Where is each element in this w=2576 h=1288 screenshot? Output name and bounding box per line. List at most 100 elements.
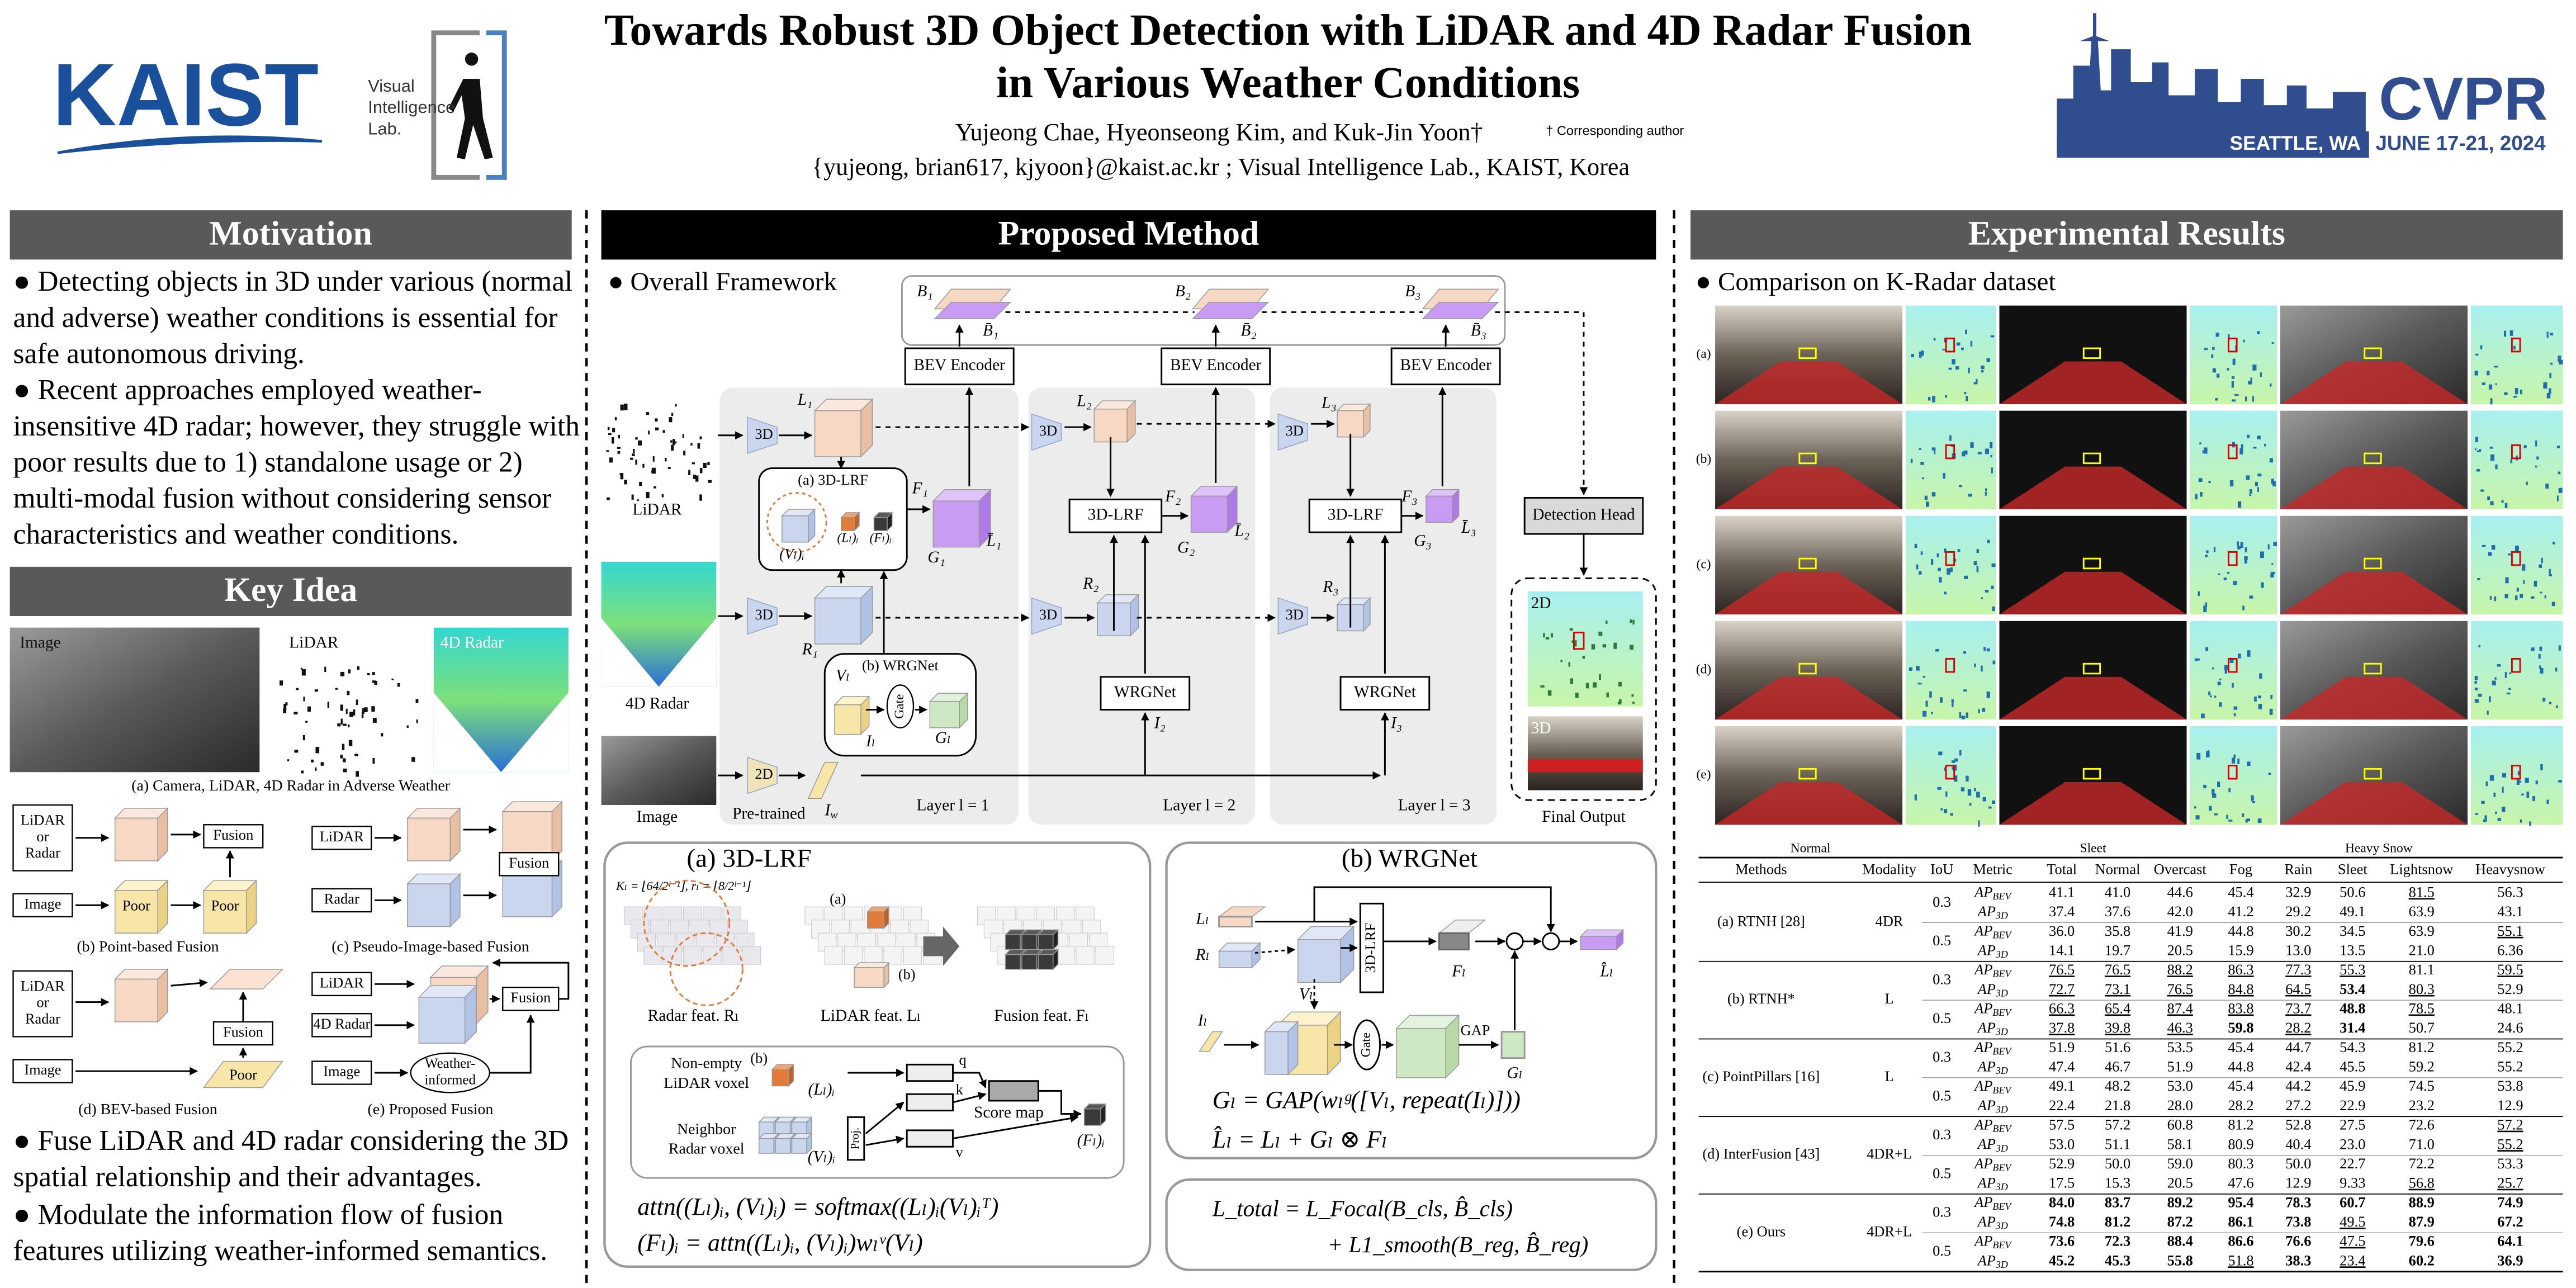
point [1945, 791, 1948, 797]
point [1931, 712, 1933, 714]
point [1574, 640, 1577, 647]
cube-front [114, 978, 158, 1022]
section-heading-bar [1690, 210, 2563, 260]
table-cell: 6.36 [2497, 941, 2523, 958]
point [1929, 691, 1932, 698]
table-cell: 64.5 [2285, 981, 2311, 997]
module-box [1339, 676, 1431, 711]
point [2209, 806, 2212, 811]
point [693, 475, 697, 479]
table-cell: 0.3 [1933, 1048, 1951, 1065]
table-cell: (b) RTNH* [1727, 990, 1795, 1007]
cube-front [502, 870, 553, 917]
table-cell: 40.4 [2285, 1135, 2311, 1152]
road-overlay [2280, 571, 2468, 615]
table-cell: 0.3 [1933, 1204, 1951, 1220]
point [2213, 547, 2216, 552]
label: Vₗ [836, 667, 850, 685]
label: B₂ [1175, 282, 1191, 300]
bev-feature [934, 302, 1012, 319]
point [638, 440, 642, 446]
voxel [864, 946, 883, 965]
point [411, 757, 415, 762]
point [364, 707, 368, 712]
connector [1495, 311, 1588, 496]
point [2494, 677, 2497, 680]
point [345, 708, 348, 714]
table-cell: AP3D [1977, 1175, 2008, 1193]
point [1618, 681, 1622, 687]
point [1582, 656, 1585, 659]
point [2224, 670, 2227, 674]
detection-box [1945, 444, 1955, 460]
point [335, 688, 338, 690]
label: (b) [750, 1050, 768, 1067]
point [1988, 806, 1992, 809]
feature-cube [813, 585, 874, 645]
table-cell: 57.5 [2049, 1116, 2075, 1133]
point [2542, 698, 2546, 702]
bev-feature [209, 969, 284, 989]
point [1925, 700, 1928, 707]
layer-label: Layer l = 3 [1398, 797, 1471, 815]
table-cell: 55.2 [2497, 1039, 2523, 1055]
point [2237, 546, 2241, 550]
point [340, 754, 343, 759]
table-cell: 20.5 [2167, 941, 2193, 958]
point [1970, 442, 1974, 448]
table-cell: 13.0 [2285, 941, 2311, 958]
label: F₂ [1164, 487, 1181, 505]
connector [865, 1135, 905, 1146]
point [320, 762, 324, 766]
point [1969, 803, 1972, 806]
point [2556, 495, 2559, 501]
point [2217, 681, 2221, 685]
label: BEV Encoder [1400, 356, 1491, 374]
point [1585, 683, 1589, 689]
table-cell: L [1885, 990, 1894, 1007]
table-cell: AP3D [1977, 1213, 2008, 1232]
point [2489, 595, 2492, 600]
point [2509, 672, 2512, 675]
label: Pre-trained [732, 804, 806, 822]
table-cell: 84.8 [2228, 981, 2253, 997]
point [2478, 693, 2482, 697]
label: (Fₗ)ᵢ [869, 531, 891, 545]
detection-box [2082, 557, 2101, 570]
caption: (b) Point-based Fusion [77, 938, 219, 955]
table-cell: 50.0 [2105, 1155, 2130, 1172]
label: Radar feat. Rₗ [648, 1007, 739, 1025]
point [2556, 446, 2560, 448]
detection-box [2227, 657, 2238, 673]
table-cell: 49.1 [2049, 1077, 2075, 1094]
logo-text: Lab. [368, 119, 401, 138]
table-cell: APBEV [1973, 1077, 2012, 1096]
radar-mask [659, 618, 717, 687]
point [632, 453, 635, 457]
score-map [988, 1080, 1039, 1102]
point [2515, 388, 2518, 395]
caption: (a) Camera, LiDAR, 4D Radar in Adverse W… [131, 777, 451, 794]
point [372, 680, 376, 683]
label: B₃ [1405, 282, 1420, 300]
module-box [1359, 902, 1384, 993]
point [2488, 552, 2492, 556]
cube-front [775, 1138, 791, 1154]
point [1909, 667, 1912, 671]
subscript: BEV [1992, 1046, 2012, 1057]
point [2251, 795, 2254, 801]
detection-box [2364, 452, 2382, 465]
point [300, 667, 303, 670]
point [2218, 573, 2220, 575]
label: Image [323, 1063, 360, 1079]
table-cell: 45.3 [2105, 1252, 2130, 1268]
label: Iₗ [1197, 1012, 1208, 1030]
road-overlay [1999, 676, 2187, 720]
table-cell: 51.6 [2105, 1039, 2130, 1055]
feature-cube [1336, 596, 1371, 632]
feature-cube [113, 879, 169, 934]
point [1924, 495, 1928, 500]
bullet: ● Recent approaches employed weather-ins… [13, 373, 580, 550]
table-cell: 83.8 [2228, 1000, 2253, 1017]
point [2504, 594, 2508, 599]
